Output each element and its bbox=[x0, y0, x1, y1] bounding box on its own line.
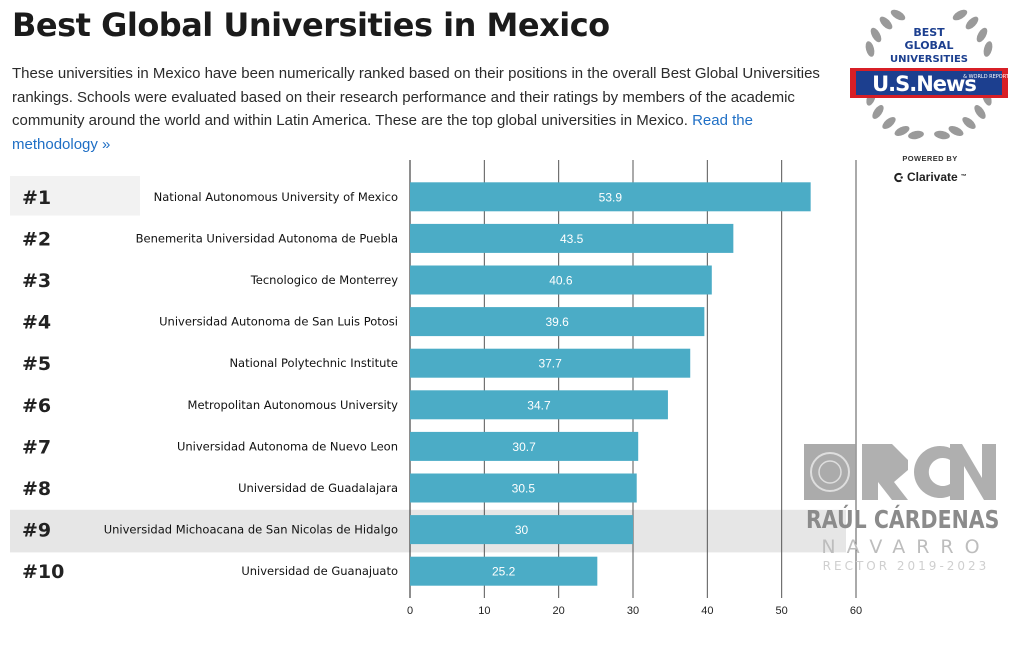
university-name-label: Universidad de Guadalajara bbox=[238, 481, 398, 495]
watermark-role: RECTOR 2019-2023 bbox=[808, 559, 1004, 573]
university-name-label: Benemerita Universidad Autonoma de Puebl… bbox=[136, 231, 398, 245]
rank-label: #7 bbox=[22, 436, 51, 458]
rank-label: #9 bbox=[22, 520, 51, 542]
powered-by-label: POWERED BY bbox=[890, 154, 970, 163]
bar-value-label: 30.5 bbox=[512, 482, 536, 496]
bar-value-label: 37.7 bbox=[538, 357, 562, 371]
x-tick-label: 60 bbox=[850, 605, 862, 617]
rankings-bar-chart: 0 10 20 30 40 50 60 53.9 National Autonomous Uni… bbox=[0, 160, 880, 620]
badge-line1: BEST bbox=[913, 26, 945, 39]
intro-paragraph: These universities in Mexico have been n… bbox=[12, 62, 832, 156]
clarivate-icon bbox=[893, 172, 904, 183]
badge-line2: GLOBAL bbox=[905, 39, 954, 52]
rank-label: #5 bbox=[22, 353, 51, 375]
bar-value-label: 43.5 bbox=[560, 232, 584, 246]
university-name-label: Tecnologico de Monterrey bbox=[250, 273, 398, 287]
rank-label: #3 bbox=[22, 270, 51, 292]
watermark-name: RAÚL CÁRDENAS bbox=[806, 505, 970, 534]
rcn-monogram-icon bbox=[862, 444, 996, 500]
clarivate-logo: Clarivate ™ bbox=[893, 170, 967, 184]
university-name-label: Universidad Autonoma de Nuevo Leon bbox=[177, 439, 398, 453]
bar-value-label: 53.9 bbox=[599, 190, 623, 204]
university-name-label: Universidad Autonoma de San Luis Potosi bbox=[159, 315, 398, 329]
bar-value-label: 25.2 bbox=[492, 565, 516, 579]
clarivate-name: Clarivate bbox=[907, 170, 958, 184]
rank-label: #8 bbox=[22, 478, 51, 500]
rank-label: #2 bbox=[22, 228, 51, 250]
rank-label: #1 bbox=[22, 187, 51, 209]
badge-line3: UNIVERSITIES bbox=[890, 54, 968, 65]
badge-brand-sub: & WORLD REPORT bbox=[963, 74, 1010, 80]
x-tick-label: 0 bbox=[407, 605, 413, 617]
university-name-label: Metropolitan Autonomous University bbox=[188, 398, 399, 412]
watermark-surname: NAVARRO bbox=[808, 536, 1004, 558]
page-title: Best Global Universities in Mexico bbox=[12, 6, 610, 44]
x-tick-label: 20 bbox=[553, 605, 565, 617]
x-tick-label: 40 bbox=[701, 605, 713, 617]
rank-label: #4 bbox=[22, 312, 51, 334]
x-tick-label: 50 bbox=[776, 605, 788, 617]
rank-label: #6 bbox=[22, 395, 51, 417]
university-name-label: National Polytechnic Institute bbox=[229, 356, 398, 370]
university-name-label: National Autonomous University of Mexico bbox=[154, 190, 398, 204]
rank-label: #10 bbox=[22, 561, 64, 583]
university-name-label: Universidad de Guanajuato bbox=[241, 564, 398, 578]
bar-value-label: 34.7 bbox=[527, 398, 551, 412]
badge-brand: U.S.News bbox=[872, 72, 976, 96]
bar-value-label: 30 bbox=[515, 523, 529, 537]
bar-value-label: 30.7 bbox=[512, 440, 536, 454]
best-global-universities-badge: BEST GLOBAL UNIVERSITIES U.S.News & WORL… bbox=[846, 2, 1012, 152]
university-name-label: Universidad Michoacana de San Nicolas de… bbox=[104, 523, 398, 537]
clarivate-trademark: ™ bbox=[961, 174, 967, 180]
bar-value-label: 39.6 bbox=[546, 315, 570, 329]
bar-value-label: 40.6 bbox=[549, 274, 573, 288]
x-tick-label: 30 bbox=[627, 605, 639, 617]
x-tick-label: 10 bbox=[478, 605, 490, 617]
